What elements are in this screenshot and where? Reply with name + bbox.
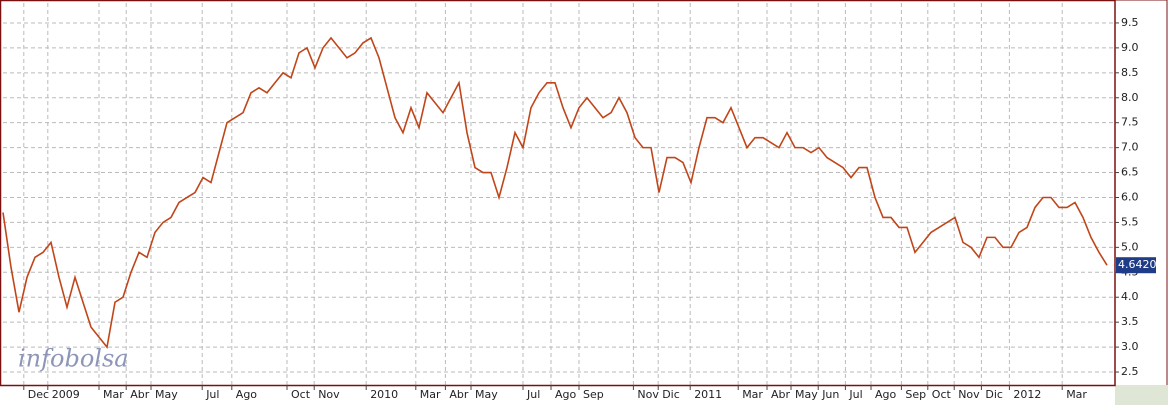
x-tick-label: Mar [742, 388, 763, 401]
x-tick-label: Ago [555, 388, 577, 401]
x-tick-label: Jul [526, 388, 540, 401]
x-tick-label: May [155, 388, 178, 401]
x-tick-label: Oct [932, 388, 952, 401]
y-tick-label: 5.5 [1121, 215, 1139, 228]
x-tick-label: Sep [905, 388, 926, 401]
x-tick-label: Oct [291, 388, 311, 401]
y-tick-label: 7.5 [1121, 116, 1139, 129]
x-tick-label: May [795, 388, 818, 401]
y-tick-label: 9.0 [1121, 41, 1139, 54]
plot-area [3, 3, 1115, 385]
y-tick-label: 8.0 [1121, 91, 1139, 104]
x-tick-label: Mar [1066, 388, 1087, 401]
x-tick-label: 2012 [1013, 388, 1041, 401]
x-tick-label: Abr [449, 388, 469, 401]
x-tick-label: Sep [583, 388, 604, 401]
last-price-label: 4.6420 [1118, 258, 1157, 271]
y-tick-label: 2.5 [1121, 365, 1139, 378]
y-tick-label: 6.5 [1121, 166, 1139, 179]
x-tick-label: Nov [318, 388, 340, 401]
x-tick-label: Dic [662, 388, 680, 401]
corner [1115, 385, 1168, 405]
watermark: infobolsa [18, 345, 129, 373]
y-tick-label: 3.0 [1121, 340, 1139, 353]
x-tick-label: Mar [420, 388, 441, 401]
x-tick-label: Abr [130, 388, 150, 401]
x-tick-label: Jul [848, 388, 862, 401]
x-tick-label: 2009 [52, 388, 80, 401]
x-tick-label: 2011 [694, 388, 722, 401]
last-price-box [1116, 257, 1156, 274]
x-tick-label: Nov [637, 388, 659, 401]
price-line [2, 36, 1108, 349]
x-tick-label: 2010 [370, 388, 398, 401]
plot-border [0, 0, 1116, 387]
x-tick-label: Ago [236, 388, 258, 401]
x-tick-label: Mar [103, 388, 124, 401]
y-tick-label: 6.0 [1121, 190, 1139, 203]
y-tick-label: 3.5 [1121, 315, 1139, 328]
y-tick-label: 4.0 [1121, 290, 1139, 303]
x-tick-label: Dic [985, 388, 1003, 401]
grid [3, 3, 1115, 385]
x-tick-label: Abr [771, 388, 791, 401]
series [2, 36, 1108, 349]
x-tick-label: Jul [205, 388, 219, 401]
y-tick-label: 8.5 [1121, 66, 1139, 79]
x-tick-label: Ago [875, 388, 897, 401]
x-tick-label: May [475, 388, 498, 401]
x-tick-label: Jun [821, 388, 839, 401]
x-tick-label: Nov [958, 388, 980, 401]
x-tick-label: Dec [28, 388, 49, 401]
y-tick-label: 7.0 [1121, 141, 1139, 154]
y-tick-label: 9.5 [1121, 16, 1139, 29]
y-tick-label: 5.0 [1121, 240, 1139, 253]
